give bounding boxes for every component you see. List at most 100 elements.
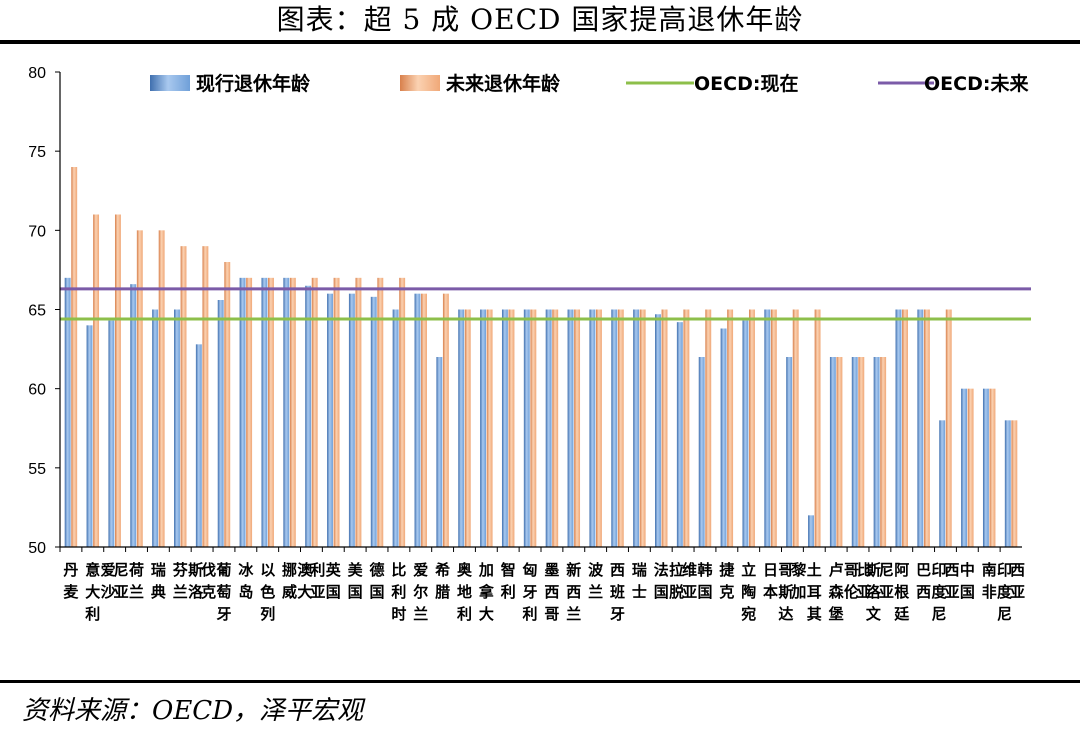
category-label: 澳 — [297, 561, 313, 579]
bar-current — [611, 309, 618, 547]
category-label: 韩 — [697, 561, 712, 579]
category-label: 国 — [654, 583, 669, 601]
y-tick-label: 75 — [28, 144, 46, 161]
bar-future — [399, 277, 406, 547]
bar-future — [705, 309, 712, 547]
bar-current — [392, 309, 399, 547]
category-label: 比 — [857, 561, 872, 579]
bar-future — [683, 309, 690, 547]
category-label: 度 — [931, 583, 947, 601]
category-label: 瑞 — [151, 561, 166, 579]
category-label: 阿 — [894, 561, 909, 579]
category-label: 印 — [931, 561, 946, 579]
category-label: 牙 — [610, 605, 625, 623]
category-label: 利 — [457, 605, 472, 623]
category-label: 墨 — [544, 561, 559, 579]
category-label: 其 — [807, 605, 822, 623]
y-tick-label: 70 — [28, 223, 46, 240]
bar-current — [720, 328, 727, 547]
bar-current — [982, 388, 989, 547]
bar-current — [698, 357, 705, 547]
bar-future — [311, 277, 318, 547]
legend-item-oecd-future: OECD:未来 — [878, 72, 1028, 95]
category-label: 巴 — [916, 561, 931, 579]
category-label: 利 — [501, 583, 516, 601]
category-label: 希 — [435, 561, 450, 579]
bar-future — [617, 309, 624, 547]
bar-current — [917, 309, 924, 547]
category-label: 本 — [763, 583, 778, 601]
bar-future — [224, 262, 231, 547]
category-label: 亚 — [1010, 583, 1025, 601]
bar-future — [246, 277, 253, 547]
category-label: 卢 — [829, 561, 844, 579]
category-label: 英 — [326, 561, 342, 579]
category-label: 哥 — [778, 561, 793, 579]
legend: 现行退休年龄 未来退休年龄 OECD:现在 OECD:未来 — [150, 72, 1028, 95]
category-label: 克 — [201, 583, 216, 601]
bar-future — [71, 167, 78, 547]
bar-current — [523, 309, 530, 547]
category-label: 洛 — [188, 583, 204, 601]
category-label: 黎 — [791, 561, 806, 579]
bar-current — [939, 420, 946, 547]
bar-future — [727, 309, 734, 547]
bar-current — [261, 277, 268, 547]
category-label: 列 — [260, 605, 275, 623]
category-label: 伐 — [201, 561, 216, 579]
bar-current — [808, 515, 814, 547]
legend-swatch-future — [400, 75, 440, 91]
category-label: 哥 — [544, 605, 559, 623]
category-label: 尼 — [114, 561, 129, 579]
bar-current — [895, 309, 902, 547]
bar-future — [355, 277, 362, 547]
category-label: 兰 — [566, 605, 581, 623]
bar-current — [217, 300, 224, 547]
bar-future — [333, 277, 340, 547]
category-label: 丹 — [63, 561, 78, 579]
category-label: 萄 — [216, 583, 231, 601]
bar-current — [545, 309, 552, 547]
category-label: 爱 — [413, 561, 428, 579]
category-label: 捷 — [719, 561, 735, 579]
category-label: 亚 — [857, 583, 872, 601]
category-label: 国 — [960, 583, 975, 601]
category-label: 尼 — [997, 605, 1012, 623]
bar-future — [792, 309, 799, 547]
category-label: 中 — [960, 561, 975, 579]
category-label: 土 — [807, 561, 822, 579]
category-label: 兰 — [129, 583, 144, 601]
category-label: 亚 — [310, 583, 325, 601]
category-label: 加 — [478, 561, 494, 579]
bar-current — [589, 309, 596, 547]
bar-future — [268, 277, 274, 547]
bar-current — [829, 357, 836, 547]
category-label: 班 — [610, 583, 625, 601]
category-label: 亚 — [944, 583, 959, 601]
bars-layer — [64, 167, 1018, 548]
category-label: 色 — [260, 583, 275, 601]
bar-future — [945, 309, 952, 547]
bar-current — [436, 357, 443, 547]
bar-future — [989, 388, 996, 547]
category-label: 西 — [544, 583, 559, 601]
category-label: 比 — [391, 561, 406, 579]
legend-item-current: 现行退休年龄 — [150, 72, 311, 95]
category-label: 尼 — [879, 561, 894, 579]
category-label: 达 — [778, 605, 793, 623]
bar-future — [486, 309, 493, 547]
category-label: 西 — [610, 561, 625, 579]
bar-future — [923, 309, 930, 547]
category-label: 沙 — [101, 583, 116, 601]
category-label: 克 — [719, 583, 734, 601]
bar-current — [174, 309, 180, 547]
bar-current — [961, 388, 968, 547]
legend-item-future: 未来退休年龄 — [400, 72, 561, 95]
bar-current — [742, 320, 749, 547]
bar-current — [239, 277, 246, 547]
category-label: 根 — [894, 583, 909, 601]
category-label: 以 — [260, 561, 275, 579]
category-label: 奥 — [457, 561, 473, 579]
bar-current — [567, 309, 574, 547]
category-label: 西 — [916, 583, 931, 601]
